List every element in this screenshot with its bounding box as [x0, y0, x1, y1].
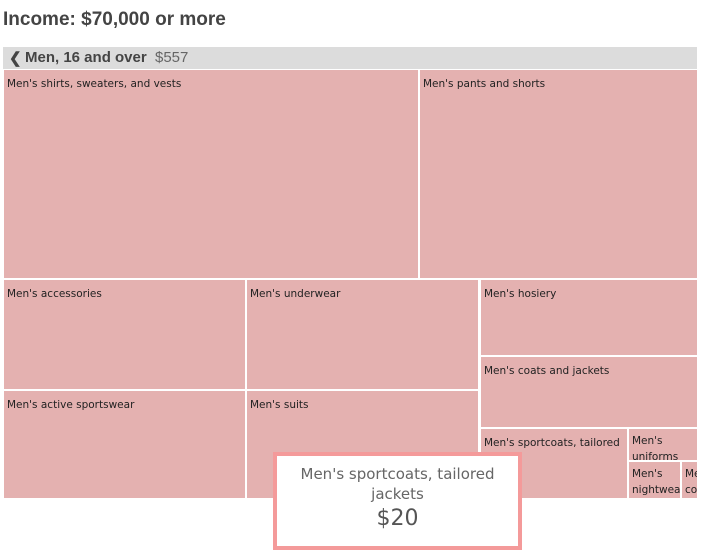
- tooltip: Men's sportcoats, tailored jackets $20: [273, 452, 522, 550]
- treemap-cell[interactable]: Men's accessories: [4, 280, 245, 389]
- treemap-cell-label: Men's pants and shorts: [423, 78, 546, 90]
- treemap-cell-label: Men's active sportswear: [7, 399, 135, 411]
- chart-title: Income: $70,000 or more: [3, 9, 226, 30]
- treemap-cell[interactable]: Men's active sportswear: [4, 391, 245, 498]
- treemap-cell[interactable]: Men's underwear: [247, 280, 478, 389]
- breadcrumb-value: $557: [155, 49, 189, 66]
- treemap-cell-label: Men's coats and jackets: [484, 365, 610, 377]
- treemap-cell-label: Men's costumes: [685, 468, 697, 496]
- treemap-cell-label: Men's shirts, sweaters, and vests: [7, 78, 182, 90]
- treemap-cell[interactable]: Men's nightwear: [629, 462, 680, 498]
- treemap-cell[interactable]: Men's coats and jackets: [481, 357, 697, 427]
- treemap-cell-label: Men's underwear: [250, 288, 341, 300]
- treemap-cell[interactable]: Men's costumes: [682, 462, 697, 498]
- treemap-cell-label: Men's nightwear: [632, 468, 680, 496]
- treemap-cell[interactable]: Men's pants and shorts: [420, 70, 697, 278]
- treemap-cell[interactable]: Men's hosiery: [481, 280, 697, 355]
- breadcrumb-back-button[interactable]: ❮ Men, 16 and over $557: [3, 47, 697, 69]
- treemap-cell[interactable]: Men's shirts, sweaters, and vests: [4, 70, 418, 278]
- treemap-cell-label: Men's hosiery: [484, 288, 557, 300]
- treemap-cell[interactable]: Men's uniforms: [629, 429, 697, 460]
- tooltip-value: $20: [376, 506, 419, 531]
- breadcrumb-label: Men, 16 and over: [25, 49, 147, 66]
- tooltip-name: Men's sportcoats, tailored jackets: [300, 465, 495, 503]
- chevron-left-icon: ❮: [9, 50, 22, 67]
- treemap-cell-label: Men's suits: [250, 399, 309, 411]
- treemap-cell-label: Men's accessories: [7, 288, 102, 300]
- treemap-cell-label: Men's uniforms: [632, 435, 679, 460]
